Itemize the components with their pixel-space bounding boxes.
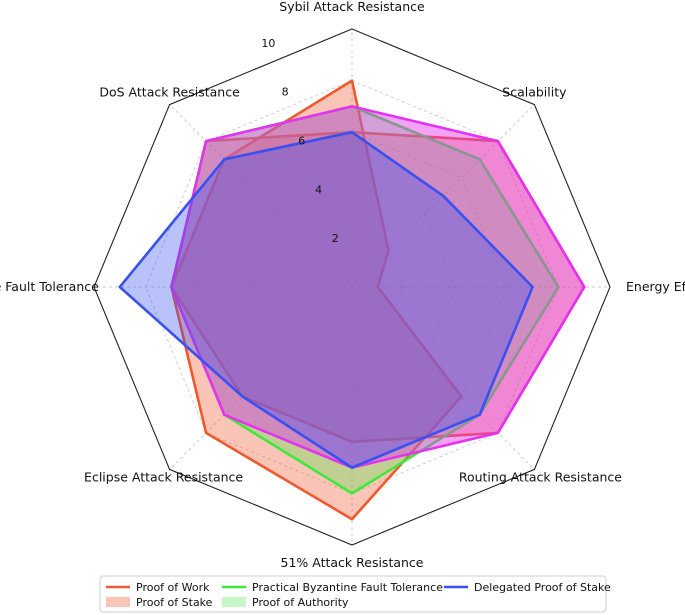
legend-entry: Proof of Stake xyxy=(106,596,213,609)
radial-tick-labels: 2 4 6 8 10 xyxy=(261,37,338,245)
legend-label: Delegated Proof of Stake xyxy=(474,581,611,594)
tick-label: 8 xyxy=(282,86,289,99)
legend-label: Practical Byzantine Fault Tolerance xyxy=(252,581,443,594)
series-polygon xyxy=(170,79,463,521)
legend-patch xyxy=(222,597,246,607)
legend-entry: Proof of Work xyxy=(106,581,210,594)
axis-label: Sybil Attack Resistance xyxy=(279,0,425,14)
tick-label: 2 xyxy=(332,232,339,245)
legend-patch xyxy=(106,597,130,607)
axis-label: Eclipse Attack Resistance xyxy=(84,469,243,484)
legend-label: Proof of Work xyxy=(136,581,210,594)
axis-label: 51% Attack Resistance xyxy=(281,555,424,570)
axis-label: Scalability xyxy=(502,85,567,100)
axis-spoke xyxy=(351,286,535,470)
legend-entry: Proof of Authority xyxy=(222,596,349,609)
axis-label: Energy Efficiency xyxy=(626,279,685,294)
legend: Proof of Work Proof of Stake Practical Byz… xyxy=(99,575,611,613)
tick-label: 6 xyxy=(298,135,305,148)
axis-spoke xyxy=(169,104,353,288)
outer-frame xyxy=(93,28,611,546)
legend-entry: Practical Byzantine Fault Tolerance xyxy=(222,581,443,594)
radar-series xyxy=(118,79,586,521)
legend-label: Proof of Stake xyxy=(136,596,213,609)
axis-spoke xyxy=(169,286,353,470)
legend-label: Proof of Authority xyxy=(252,596,349,609)
axis-labels: Sybil Attack Resistance Scalability Energy… xyxy=(0,0,685,570)
axis-label: Byzantine Fault Tolerance xyxy=(0,279,99,294)
grid-ring xyxy=(299,234,405,340)
series-polygon xyxy=(118,130,534,469)
legend-entry: Delegated Proof of Stake xyxy=(444,581,611,594)
tick-label: 4 xyxy=(315,183,322,196)
tick-label: 10 xyxy=(261,37,275,50)
axis-label: Routing Attack Resistance xyxy=(459,469,622,484)
axis-label: DoS Attack Resistance xyxy=(99,85,240,100)
